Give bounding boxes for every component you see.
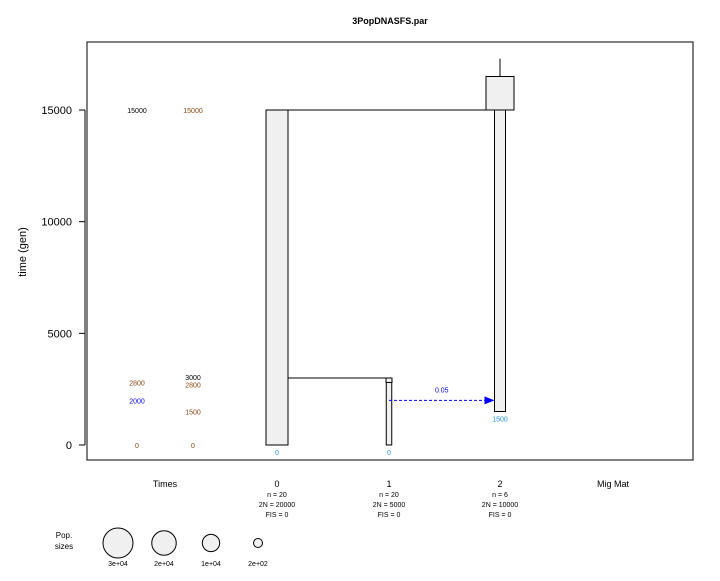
column-label: 2 bbox=[497, 479, 502, 489]
population-1-cap bbox=[385, 377, 393, 383]
time-label: 0 bbox=[135, 443, 139, 450]
y-tick-label: 5000 bbox=[48, 328, 72, 340]
sample-size-label: n = 20 bbox=[379, 492, 399, 499]
column-labels: Times 0 1 2 Mig Mat n = 20 2N = 20000 FIS = 0 n … bbox=[153, 479, 630, 519]
migration-rate-label: 0.05 bbox=[435, 387, 449, 394]
legend-title-line1: Pop. bbox=[56, 531, 72, 540]
ancestral-population-box bbox=[485, 76, 515, 111]
legend-circle-label: 2e+02 bbox=[248, 561, 268, 568]
y-axis-label: time (gen) bbox=[17, 227, 29, 277]
pop-size-label: 2N = 5000 bbox=[373, 502, 406, 509]
time-label: 1500 bbox=[185, 410, 201, 417]
column-label: Mig Mat bbox=[597, 479, 630, 489]
time-label: 0 bbox=[191, 443, 195, 450]
sample-size-label: n = 6 bbox=[492, 492, 508, 499]
time-label: 15000 bbox=[127, 108, 147, 115]
legend-circle-label: 2e+04 bbox=[154, 561, 174, 568]
column-label: 0 bbox=[274, 479, 279, 489]
y-tick-label: 15000 bbox=[41, 105, 72, 117]
pop-sizes-legend: Pop. sizes 3e+04 2e+04 1e+04 2e+02 bbox=[55, 527, 268, 568]
sample-time-label: 0 bbox=[275, 450, 279, 457]
fis-label: FIS = 0 bbox=[489, 512, 512, 519]
fis-label: FIS = 0 bbox=[378, 512, 401, 519]
pop-size-label: 2N = 20000 bbox=[259, 502, 295, 509]
legend-circle bbox=[151, 530, 177, 556]
time-label: 2800 bbox=[185, 382, 201, 389]
legend-circle bbox=[102, 527, 134, 559]
population-box-2 bbox=[494, 109, 506, 412]
legend-circle-label: 3e+04 bbox=[108, 561, 128, 568]
population-box-1 bbox=[385, 381, 393, 446]
migration-arrowhead bbox=[484, 396, 495, 405]
legend-circle bbox=[201, 533, 221, 553]
legend-circle-label: 1e+04 bbox=[201, 561, 221, 568]
column-label: 1 bbox=[386, 479, 391, 489]
y-tick-label: 0 bbox=[66, 440, 72, 452]
legend-circle bbox=[253, 538, 263, 548]
column-label: Times bbox=[153, 479, 178, 489]
y-axis: 0 5000 10000 15000 bbox=[41, 105, 86, 452]
sample-size-label: n = 20 bbox=[267, 492, 287, 499]
plot-title: 3PopDNASFS.par bbox=[352, 16, 428, 26]
time-label: 3000 bbox=[185, 375, 201, 382]
fis-label: FIS = 0 bbox=[266, 512, 289, 519]
population-boxes: 0 0 1500 0.05 bbox=[265, 58, 515, 457]
time-label: 2000 bbox=[129, 398, 145, 405]
sample-time-label: 1500 bbox=[492, 417, 508, 424]
sample-time-label: 0 bbox=[387, 450, 391, 457]
y-tick-label: 10000 bbox=[41, 217, 72, 229]
plot-frame bbox=[86, 41, 694, 461]
pop-size-label: 2N = 10000 bbox=[482, 502, 518, 509]
time-label: 2800 bbox=[129, 380, 145, 387]
legend-title-line2: sizes bbox=[55, 542, 73, 551]
population-box-0 bbox=[265, 109, 289, 446]
time-label: 15000 bbox=[183, 108, 203, 115]
